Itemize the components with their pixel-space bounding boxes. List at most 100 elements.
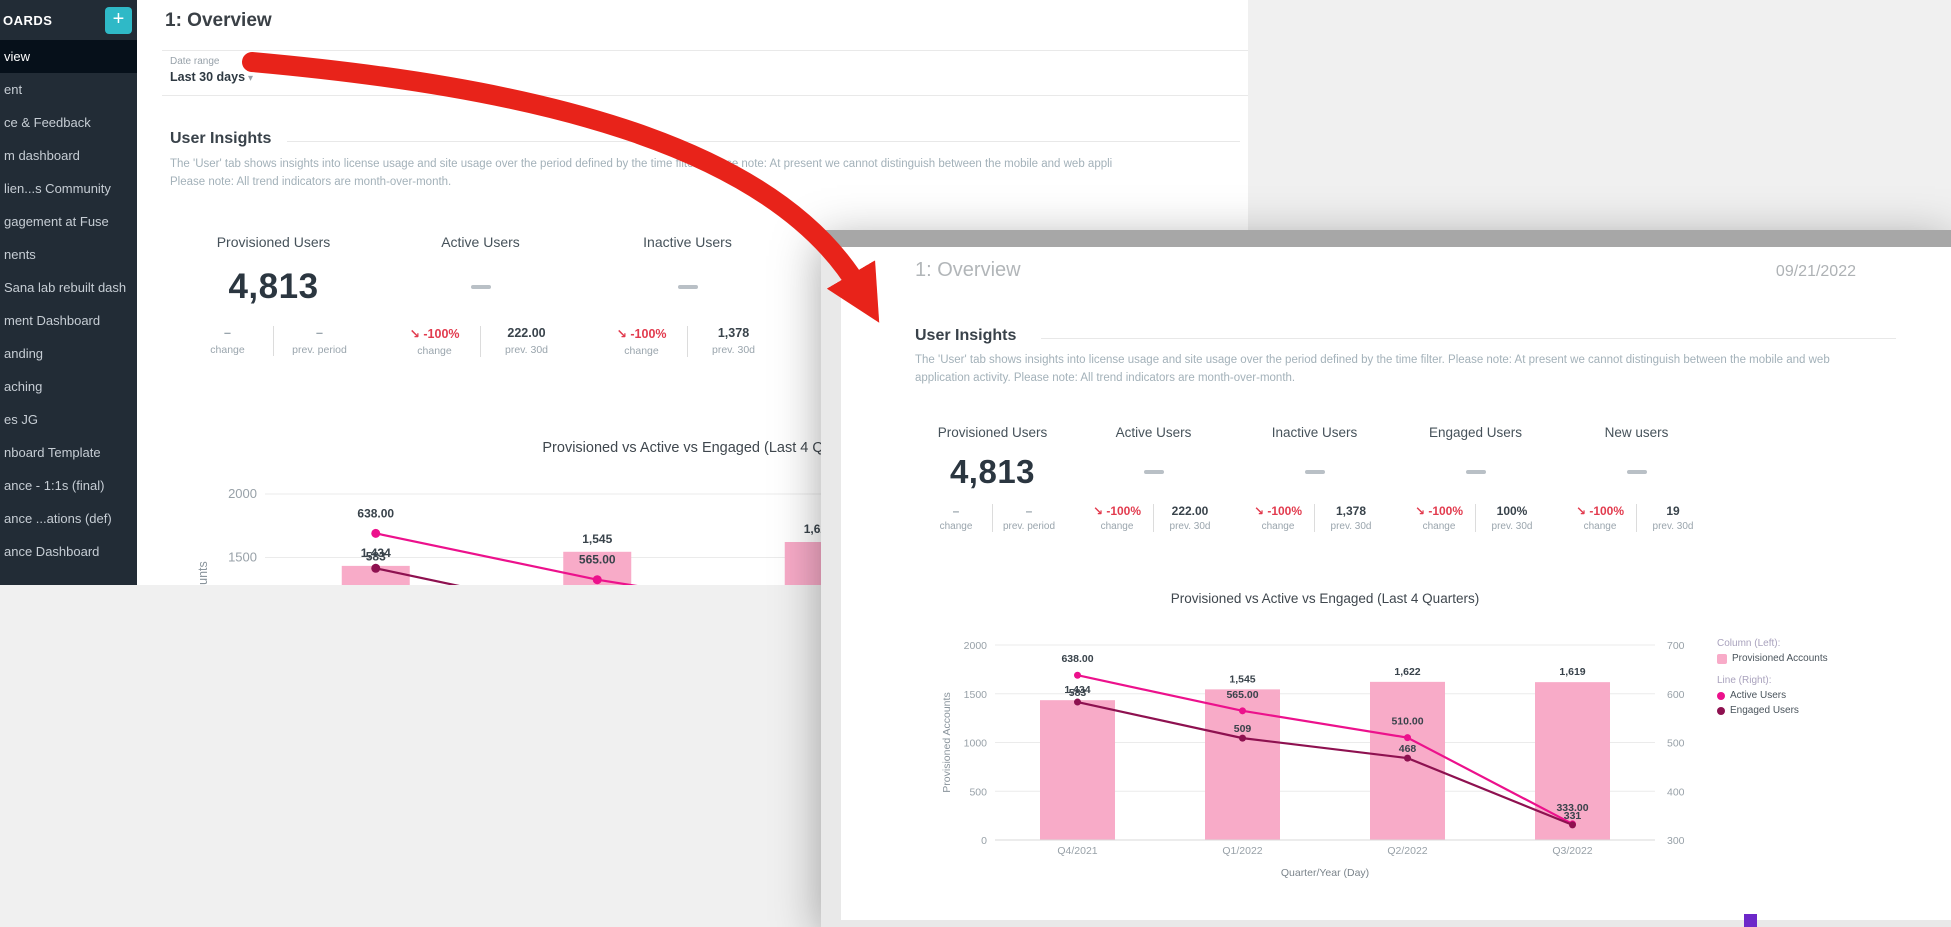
sidebar-item[interactable]: Sana lab rebuilt dash — [4, 280, 127, 295]
sidebar-title: OARDS — [3, 12, 53, 28]
kpi-change-label: change — [1422, 521, 1456, 532]
sidebar-item[interactable]: ce & Feedback — [4, 115, 91, 130]
sidebar-item[interactable]: nents — [4, 247, 36, 262]
kpi-change-value: ↘ -100% — [616, 327, 667, 341]
sidebar-item[interactable]: ment Dashboard — [4, 313, 101, 328]
kpi-value — [584, 260, 791, 314]
kpi-card: Provisioned Users 4,813 – change – prev. peri… — [170, 228, 377, 357]
kpi-change-label: change — [939, 521, 973, 532]
kpi-prev-label: prev. period — [1002, 521, 1056, 532]
kpi-change-label: change — [1100, 521, 1134, 532]
sidebar-item[interactable]: ance Dashboard — [4, 544, 100, 559]
sidebar-item[interactable]: anding — [4, 346, 44, 361]
kpi-card: Active Users ↘ -100% change 222.00 prev. 30d — [1073, 423, 1234, 532]
overlay-section-rule — [1041, 338, 1896, 339]
no-data-dash — [1304, 470, 1325, 474]
line-series — [1077, 674, 1574, 825]
chevron-down-icon: ▾ — [248, 73, 254, 84]
left-axis-tick: 0 — [981, 835, 987, 847]
kpi-change-value: – — [952, 504, 960, 518]
kpi-prev-value: 19 — [1666, 504, 1680, 518]
kpi-card: New users ↘ -100% change 19 prev. 30d — [1556, 423, 1717, 532]
line-point-label: 333.00 — [1556, 802, 1588, 814]
sidebar-item[interactable]: gagement at Fuse — [4, 214, 109, 229]
bar-label: 1,434 — [1064, 684, 1090, 696]
kpi-change-cell: ↘ -100% change — [1403, 504, 1475, 532]
no-data-dash — [470, 285, 491, 289]
legend-label: Active Users — [1730, 690, 1787, 701]
right-axis-tick: 400 — [1667, 786, 1685, 798]
left-axis-tick: 1500 — [964, 689, 988, 701]
kpi-title: Provisioned Users — [937, 425, 1048, 440]
overlay-titlebar — [821, 230, 1951, 247]
line-point — [1239, 707, 1246, 715]
kpi-card: Provisioned Users 4,813 – change – prev. peri… — [912, 423, 1073, 532]
kpi-value — [1556, 448, 1717, 496]
kpi-change-cell: ↘ -100% change — [596, 326, 687, 357]
chart-title: Provisioned vs Active vs Engaged (Last 4… — [1171, 591, 1479, 606]
sidebar-item[interactable]: ance - 1:1s (final) — [4, 478, 105, 493]
bar — [341, 565, 410, 585]
kpi-change-cell: ↘ -100% change — [1242, 504, 1314, 532]
chart-legend: Column (Left): Provisioned Accounts Line… — [1717, 638, 1828, 720]
sidebar-item[interactable]: lien...s Community — [4, 181, 111, 196]
kpi-change-cell: ↘ -100% change — [1081, 504, 1153, 532]
sidebar-header: OARDS + — [0, 0, 137, 40]
left-axis-tick: 500 — [969, 786, 987, 798]
date-range-filter[interactable]: Date range Last 30 days ▾ — [170, 56, 253, 84]
line-point-label: 638.00 — [1061, 653, 1093, 665]
kpi-card: Inactive Users ↘ -100% change 1,378 prev. 30… — [584, 228, 791, 357]
sidebar-item[interactable]: aching — [4, 379, 43, 394]
kpi-change-cell: ↘ -100% change — [1564, 504, 1636, 532]
sidebar-item[interactable]: ent — [4, 82, 23, 97]
kpi-prev-cell: – prev. period — [273, 326, 365, 356]
no-data-dash — [1465, 470, 1486, 474]
kpi-title: Engaged Users — [1428, 425, 1523, 440]
sidebar-item[interactable]: ance ...ations (def) — [4, 511, 112, 526]
kpi-title: Active Users — [441, 234, 520, 250]
legend-column-header: Column (Left): — [1717, 638, 1781, 649]
legend-label: Engaged Users — [1730, 705, 1799, 716]
bar-label: 1,619 — [1559, 666, 1585, 678]
line-point — [1074, 698, 1081, 706]
kpi-value — [377, 260, 584, 314]
kpi-prev-cell: 1,378 prev. 30d — [687, 326, 779, 357]
line-series — [1077, 700, 1573, 826]
kpi-prev-cell: 222.00 prev. 30d — [480, 326, 572, 357]
sidebar-item[interactable]: m dashboard — [4, 148, 80, 163]
overlay-section-title: User Insights — [915, 327, 1017, 344]
sidebar-item[interactable]: view — [0, 40, 137, 73]
sidebar-item[interactable]: es JG — [4, 412, 38, 427]
kpi-value: 4,813 — [949, 453, 1036, 490]
left-axis-tick: 2000 — [964, 640, 988, 652]
line-point-label: 468 — [1399, 743, 1417, 755]
left-axis-tick: 1000 — [964, 738, 988, 750]
no-data-dash — [677, 285, 698, 289]
line-point-label: 509 — [1234, 723, 1252, 735]
x-axis-tick: Q2/2022 — [1387, 845, 1427, 857]
page-title: 1: Overview — [165, 10, 272, 31]
add-dashboard-button[interactable]: + — [105, 6, 132, 34]
kpi-change-label: change — [210, 344, 245, 356]
legend-item-active: Active Users — [1717, 690, 1828, 701]
legend-item-engaged: Engaged Users — [1717, 705, 1828, 716]
legend-label: Provisioned Accounts — [1732, 653, 1828, 664]
kpi-change-cell: – change — [182, 326, 273, 356]
kpi-title: Inactive Users — [1271, 425, 1358, 440]
kpi-change-value: ↘ -100% — [1575, 504, 1625, 518]
kpi-change-label: change — [417, 345, 452, 357]
overlay-description-line2: application activity. Please note: All t… — [915, 372, 1296, 384]
overlay-date: 09/21/2022 — [1775, 263, 1856, 280]
line-point — [371, 528, 381, 538]
overlay-content: 1: Overview 09/21/2022 User Insights The… — [841, 247, 1951, 920]
sidebar-item[interactable]: nboard Template — [4, 445, 101, 460]
kpi-value: 4,813 — [228, 267, 319, 306]
section-rule — [287, 141, 1240, 142]
kpi-prev-value: – — [316, 326, 323, 340]
left-axis-tick: 2000 — [228, 486, 257, 501]
kpi-prev-label: prev. 30d — [1491, 521, 1533, 532]
kpi-prev-label: prev. 30d — [1169, 521, 1211, 532]
kpi-change-cell: ↘ -100% change — [389, 326, 480, 357]
filter-divider — [162, 95, 1248, 96]
